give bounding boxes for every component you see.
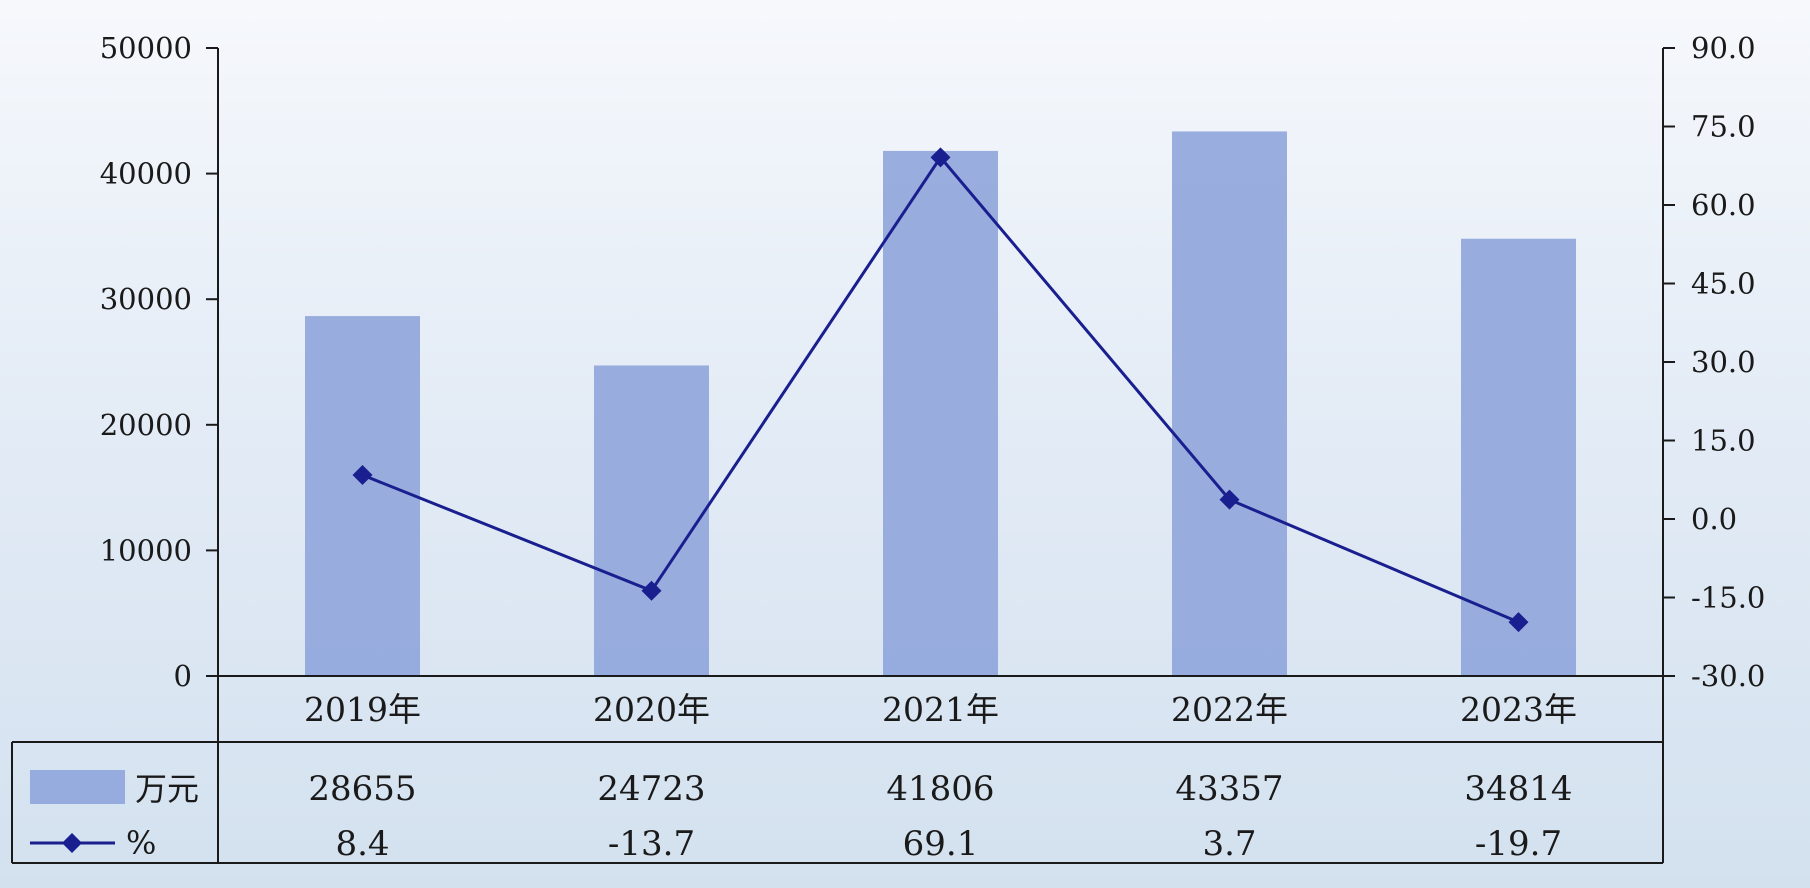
line-group bbox=[352, 147, 1529, 633]
table-bar-value-4: 34814 bbox=[1464, 769, 1572, 809]
y-right-tick-label-8: 90.0 bbox=[1691, 31, 1756, 65]
y-right-tick-label-3: 15.0 bbox=[1691, 424, 1756, 458]
category-label-1: 2020年 bbox=[593, 690, 710, 729]
axes-group: 0 10000 20000 30000 40000 50000 -30.0 -15.0 0.0 1… bbox=[100, 31, 1765, 863]
bars-group bbox=[305, 131, 1576, 677]
category-label-2: 2021年 bbox=[882, 690, 999, 729]
legend-bar-label: 万元 bbox=[135, 770, 199, 808]
table-bar-value-1: 24723 bbox=[597, 769, 705, 809]
y-left-tick-label-0: 0 bbox=[174, 659, 192, 693]
table-line-value-2: 69.1 bbox=[903, 824, 979, 864]
table-line-value-3: 3.7 bbox=[1202, 824, 1256, 864]
bar-3 bbox=[1172, 131, 1287, 676]
legend-line-label: % bbox=[126, 824, 156, 862]
line-point-0 bbox=[352, 465, 373, 486]
bar-0 bbox=[305, 316, 420, 676]
category-label-4: 2023年 bbox=[1460, 690, 1577, 729]
line-point-1 bbox=[641, 580, 662, 601]
category-label-0: 2019年 bbox=[304, 690, 421, 729]
y-left-tick-label-3: 30000 bbox=[100, 282, 192, 316]
y-left-tick-label-1: 10000 bbox=[100, 533, 192, 567]
y-right-tick-label-6: 60.0 bbox=[1691, 188, 1756, 222]
y-right-tick-label-1: -15.0 bbox=[1691, 581, 1765, 615]
y-right-tick-label-4: 30.0 bbox=[1691, 345, 1756, 379]
data-table: 2019年 2020年 2021年 2022年 2023年 28655 24723 41806… bbox=[11, 675, 1663, 864]
category-label-3: 2022年 bbox=[1171, 690, 1288, 729]
legend-bar-swatch bbox=[30, 770, 125, 804]
table-bar-value-2: 41806 bbox=[886, 769, 994, 809]
y-right-tick-label-2: 0.0 bbox=[1691, 502, 1737, 536]
y-right-tick-label-7: 75.0 bbox=[1691, 110, 1756, 144]
y-left-tick-label-5: 50000 bbox=[100, 31, 192, 65]
table-line-value-0: 8.4 bbox=[335, 824, 389, 864]
y-right-tick-label-5: 45.0 bbox=[1691, 267, 1756, 301]
bar-1 bbox=[594, 365, 709, 676]
y-left-tick-label-4: 40000 bbox=[100, 157, 192, 191]
bar-4 bbox=[1461, 238, 1576, 677]
line-point-3 bbox=[1219, 489, 1240, 510]
table-bar-value-3: 43357 bbox=[1175, 769, 1283, 809]
line-point-2 bbox=[930, 147, 951, 168]
table-bar-value-0: 28655 bbox=[308, 769, 416, 809]
y-left-tick-label-2: 20000 bbox=[100, 408, 192, 442]
y-right-tick-label-0: -30.0 bbox=[1691, 659, 1765, 693]
bar-2 bbox=[883, 150, 998, 677]
table-line-value-1: -13.7 bbox=[608, 824, 695, 864]
legend-line-marker bbox=[62, 833, 82, 853]
table-line-value-4: -19.7 bbox=[1475, 824, 1562, 864]
line-point-4 bbox=[1508, 612, 1529, 633]
